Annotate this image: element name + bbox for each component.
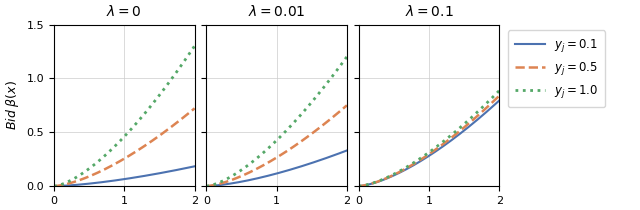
Title: $\lambda = 0.01$: $\lambda = 0.01$ bbox=[248, 4, 305, 19]
Title: $\lambda = 0$: $\lambda = 0$ bbox=[106, 4, 142, 19]
Y-axis label: Bid $\beta(x)$: Bid $\beta(x)$ bbox=[4, 80, 21, 130]
Legend: $y_j = 0.1$, $y_j = 0.5$, $y_j = 1.0$: $y_j = 0.1$, $y_j = 0.5$, $y_j = 1.0$ bbox=[508, 30, 605, 107]
Title: $\lambda = 0.1$: $\lambda = 0.1$ bbox=[404, 4, 453, 19]
